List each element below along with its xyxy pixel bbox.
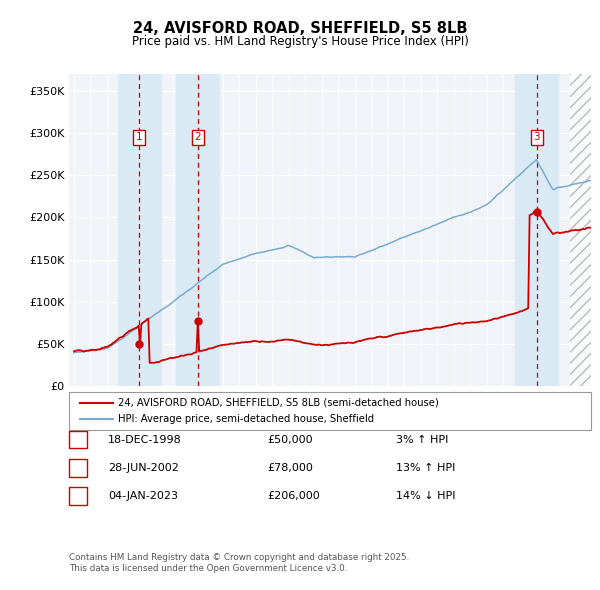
Text: 14% ↓ HPI: 14% ↓ HPI: [396, 491, 455, 501]
Text: 28-JUN-2002: 28-JUN-2002: [108, 463, 179, 473]
Text: 13% ↑ HPI: 13% ↑ HPI: [396, 463, 455, 473]
Bar: [569, 74, 591, 386]
Text: 2: 2: [194, 132, 201, 142]
Text: 2: 2: [74, 461, 82, 474]
Text: £78,000: £78,000: [267, 463, 313, 473]
Text: 3: 3: [74, 490, 82, 503]
Bar: [569, 74, 591, 386]
Text: 3: 3: [533, 132, 540, 142]
Bar: [118, 74, 161, 386]
Text: Price paid vs. HM Land Registry's House Price Index (HPI): Price paid vs. HM Land Registry's House …: [131, 35, 469, 48]
Text: Contains HM Land Registry data © Crown copyright and database right 2025.
This d: Contains HM Land Registry data © Crown c…: [69, 553, 409, 573]
Text: 3% ↑ HPI: 3% ↑ HPI: [396, 435, 448, 444]
Text: HPI: Average price, semi-detached house, Sheffield: HPI: Average price, semi-detached house,…: [118, 414, 374, 424]
Bar: [176, 74, 219, 386]
Text: 1: 1: [74, 433, 82, 446]
Text: 24, AVISFORD ROAD, SHEFFIELD, S5 8LB (semi-detached house): 24, AVISFORD ROAD, SHEFFIELD, S5 8LB (se…: [118, 398, 439, 408]
Text: 1: 1: [136, 132, 143, 142]
Bar: [515, 74, 558, 386]
Text: 18-DEC-1998: 18-DEC-1998: [108, 435, 182, 444]
Text: 04-JAN-2023: 04-JAN-2023: [108, 491, 178, 501]
Text: £50,000: £50,000: [267, 435, 313, 444]
Text: £206,000: £206,000: [267, 491, 320, 501]
Text: 24, AVISFORD ROAD, SHEFFIELD, S5 8LB: 24, AVISFORD ROAD, SHEFFIELD, S5 8LB: [133, 21, 467, 35]
